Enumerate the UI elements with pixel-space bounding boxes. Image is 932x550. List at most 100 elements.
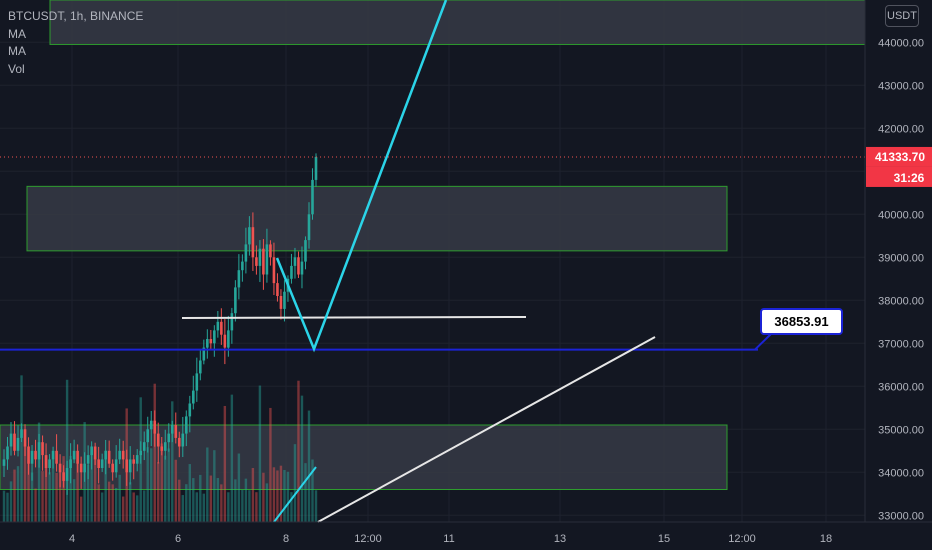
volume-bar bbox=[44, 455, 48, 522]
volume-bar bbox=[65, 379, 69, 522]
volume-bar bbox=[185, 484, 188, 522]
x-tick-label: 13 bbox=[554, 533, 566, 545]
volume-bar bbox=[157, 462, 160, 522]
y-tick-label: 35000.00 bbox=[878, 424, 924, 436]
candle-body bbox=[195, 373, 199, 391]
candle-body bbox=[170, 425, 174, 434]
candle-body bbox=[255, 257, 258, 266]
volume-bar bbox=[27, 460, 30, 522]
candle-body bbox=[97, 459, 100, 468]
volume-bar bbox=[58, 472, 62, 522]
volume-bar bbox=[283, 469, 286, 522]
x-tick-label: 15 bbox=[658, 533, 670, 545]
candle-body bbox=[153, 420, 157, 434]
volume-bar bbox=[195, 492, 199, 522]
volume-bar bbox=[216, 478, 220, 522]
candle-body bbox=[86, 455, 90, 464]
volume-bar bbox=[51, 459, 55, 522]
volume-bar bbox=[241, 489, 244, 522]
volume-bar bbox=[132, 492, 135, 522]
candles-layer bbox=[2, 153, 318, 495]
candle-body bbox=[234, 287, 237, 314]
volume-bar bbox=[244, 478, 248, 522]
volume-bar bbox=[237, 453, 241, 522]
volume-bar bbox=[286, 471, 290, 522]
candle-body bbox=[167, 433, 171, 443]
currency-unit-button[interactable]: USDT bbox=[885, 5, 919, 27]
volume-bar bbox=[279, 465, 283, 522]
y-tick-label: 38000.00 bbox=[878, 295, 924, 307]
candle-body bbox=[100, 459, 104, 468]
support-resistance-zone bbox=[0, 424, 728, 490]
candle-body bbox=[30, 450, 34, 464]
volume-bar bbox=[234, 479, 237, 522]
candle-body bbox=[258, 248, 262, 266]
volume-bar bbox=[9, 481, 13, 522]
time-axis: 4 6 8 12:00 11 13 15 12:00 18 bbox=[69, 533, 832, 545]
candle-body bbox=[184, 416, 188, 434]
candle-body bbox=[230, 313, 234, 331]
candle-body bbox=[146, 429, 150, 443]
candle-body bbox=[34, 450, 37, 460]
candle-body bbox=[20, 429, 23, 438]
candle-body bbox=[44, 455, 48, 468]
candle-body bbox=[37, 442, 41, 460]
volume-bar bbox=[90, 447, 93, 522]
volume-bar bbox=[255, 492, 258, 522]
candle-body bbox=[132, 459, 136, 464]
candle-body bbox=[181, 433, 185, 447]
volume-bar bbox=[30, 472, 34, 522]
volume-bar bbox=[248, 490, 251, 522]
x-tick-label: 11 bbox=[443, 533, 454, 545]
volume-bar bbox=[160, 443, 163, 522]
volume-bar bbox=[290, 492, 293, 522]
volume-bar bbox=[76, 459, 79, 522]
candle-body bbox=[104, 450, 107, 460]
candle-body bbox=[174, 425, 178, 438]
volume-bar bbox=[181, 495, 184, 522]
volume-bar bbox=[62, 456, 65, 522]
volume-bar bbox=[37, 422, 41, 522]
x-tick-label: 8 bbox=[283, 533, 289, 545]
neckline bbox=[181, 316, 527, 319]
candle-body bbox=[276, 283, 279, 296]
volume-bar bbox=[206, 447, 209, 522]
volume-bar bbox=[297, 380, 300, 522]
candle-body bbox=[160, 446, 164, 451]
candle-body bbox=[177, 437, 181, 447]
legend-ma-1[interactable]: MA bbox=[8, 26, 26, 41]
candle-body bbox=[72, 450, 76, 460]
volume-bar bbox=[34, 488, 37, 522]
candle-body bbox=[300, 261, 304, 275]
candle-body bbox=[311, 179, 314, 215]
candle-body bbox=[9, 433, 13, 447]
volume-bar bbox=[220, 484, 223, 522]
candle-body bbox=[48, 459, 51, 468]
candle-body bbox=[213, 330, 216, 344]
legend-volume[interactable]: Vol bbox=[8, 61, 25, 76]
volume-bar bbox=[150, 448, 153, 522]
x-tick-label: 4 bbox=[69, 533, 75, 545]
volume-bar bbox=[143, 490, 146, 522]
candle-body bbox=[6, 446, 9, 460]
volume-bar bbox=[23, 444, 27, 522]
volume-bar bbox=[300, 395, 304, 522]
candle-body bbox=[121, 450, 125, 460]
candle-body bbox=[192, 390, 195, 404]
candle-body bbox=[125, 459, 128, 473]
volume-bar bbox=[111, 484, 114, 522]
candle-body bbox=[76, 450, 79, 464]
candle-body bbox=[23, 429, 27, 447]
volume-bar bbox=[16, 466, 20, 522]
volume-bar bbox=[188, 464, 191, 522]
candle-body bbox=[244, 244, 248, 262]
candle-body bbox=[209, 339, 213, 344]
legend-ma-2[interactable]: MA bbox=[8, 44, 26, 58]
candle-body bbox=[93, 446, 97, 460]
volume-bar bbox=[79, 496, 83, 522]
volume-bar bbox=[167, 448, 170, 522]
y-tick-label: 40000.00 bbox=[878, 209, 924, 221]
volume-bar bbox=[6, 492, 9, 522]
volume-bar bbox=[304, 463, 307, 522]
